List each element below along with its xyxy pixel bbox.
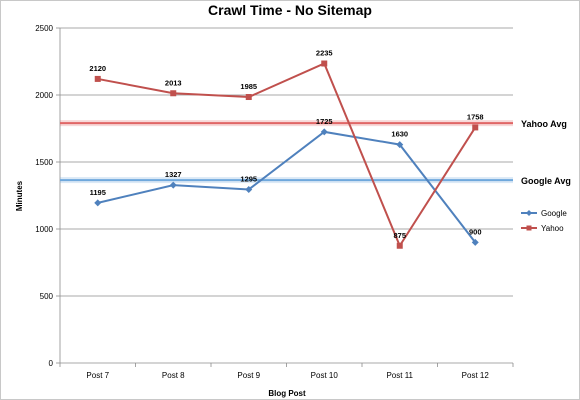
legend: Google Yahoo (521, 209, 567, 233)
data-point (170, 90, 177, 97)
y-tick-label: 500 (40, 292, 54, 301)
data-point (471, 238, 479, 246)
y-tick-label: 2500 (35, 24, 53, 33)
data-point (94, 199, 102, 207)
x-tick-label: Post 10 (311, 371, 339, 380)
x-tick-label: Post 12 (462, 371, 490, 380)
data-point (245, 185, 253, 193)
x-tick-label: Post 9 (237, 371, 260, 380)
average-line-label: Yahoo Avg (521, 119, 567, 129)
data-point (320, 128, 328, 136)
y-tick-label: 1500 (35, 158, 53, 167)
data-point (245, 94, 252, 101)
average-line-label: Google Avg (521, 176, 571, 186)
data-point (472, 124, 479, 131)
data-point (396, 141, 404, 149)
data-label: 900 (469, 227, 482, 236)
x-axis-label: Blog Post (268, 389, 306, 398)
average-lines: Yahoo Avg Google Avg (60, 119, 571, 186)
data-label: 875 (393, 231, 406, 240)
x-tick-label: Post 8 (162, 371, 185, 380)
data-label: 1630 (391, 130, 408, 139)
data-point (94, 75, 101, 82)
legend-marker (526, 225, 532, 231)
data-label: 1758 (467, 112, 484, 121)
data-point (169, 181, 177, 189)
legend-label: Yahoo (541, 224, 564, 233)
data-label: 1725 (316, 117, 333, 126)
data-series: 1195 1327 1295 1725 1630 900 2120 2013 1985 2235 8… (89, 49, 484, 249)
data-label: 2235 (316, 49, 333, 58)
axes: 0 500 1000 1500 2000 2500 Post 7 Post 8 Post 9 Po… (35, 24, 514, 380)
chart-title: Crawl Time - No Sitemap (208, 2, 372, 18)
legend-marker (526, 210, 532, 216)
data-label: 1195 (90, 188, 106, 197)
data-label: 2013 (165, 78, 182, 87)
legend-label: Google (541, 209, 567, 218)
data-label: 1295 (240, 174, 257, 183)
gridlines (60, 27, 513, 297)
data-label: 1327 (165, 170, 182, 179)
y-tick-label: 1000 (35, 225, 53, 234)
y-axis-label: Minutes (15, 180, 24, 211)
data-label: 1985 (240, 82, 257, 91)
x-tick-label: Post 7 (86, 371, 109, 380)
data-point (321, 60, 328, 67)
y-tick-label: 0 (49, 359, 54, 368)
series-line-google (97, 130, 477, 244)
y-tick-label: 2000 (35, 91, 53, 100)
series-line-yahoo (97, 62, 477, 248)
data-point (396, 242, 403, 249)
data-label: 2120 (89, 64, 106, 73)
x-tick-label: Post 11 (386, 371, 413, 380)
